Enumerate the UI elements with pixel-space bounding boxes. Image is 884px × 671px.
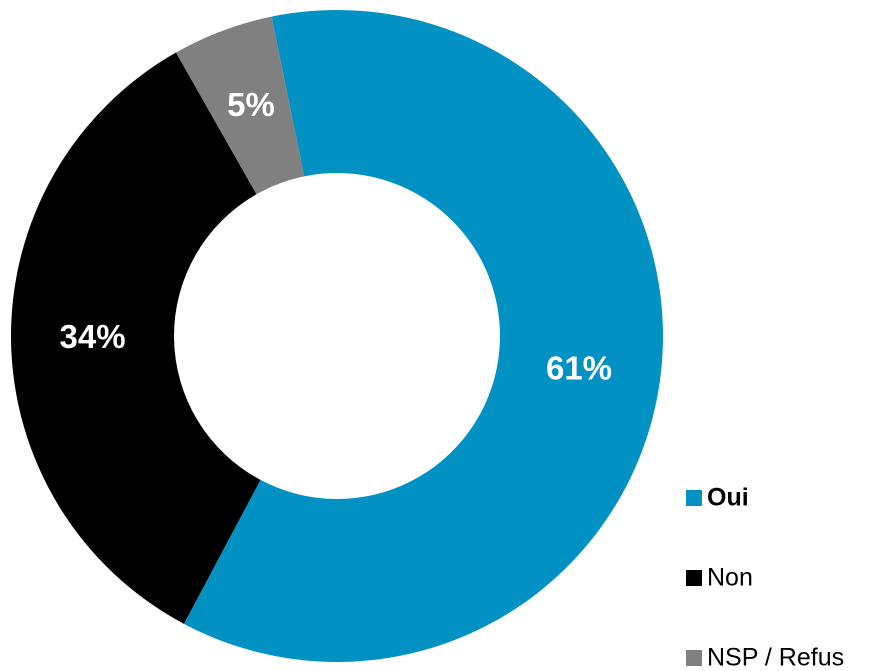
legend-label: NSP / Refus [707, 644, 844, 671]
legend-label: Oui [707, 484, 749, 512]
donut-slice [175, 16, 305, 195]
value-label: 5% [227, 86, 275, 123]
legend-label: Non [707, 564, 753, 592]
legend-swatch [686, 570, 702, 586]
value-label: 34% [59, 318, 125, 355]
value-label: 61% [546, 350, 612, 387]
legend-swatch [686, 650, 702, 666]
donut-slice [183, 10, 663, 662]
donut-slice [10, 52, 261, 624]
legend-swatch [686, 490, 702, 506]
